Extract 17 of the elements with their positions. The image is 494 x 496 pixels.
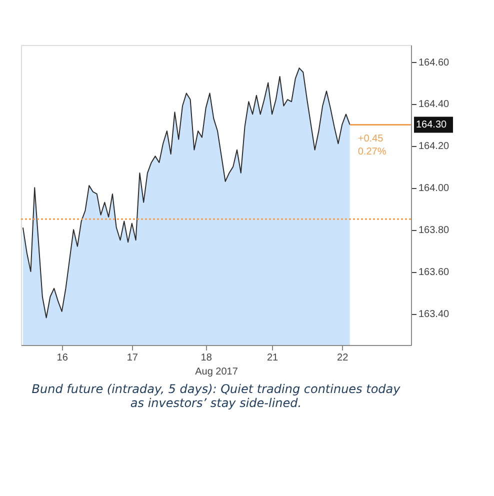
y-tick-label: 163.80 [418,225,450,236]
y-tick-label: 163.40 [418,309,450,320]
text: Bund future (intraday, 5 days): Quiet trading continues today as investors’ stay side-lined. [32,382,402,410]
text: +0.45 [358,134,384,145]
ref-line-label: 164.30 [416,120,448,131]
y-tick-label: 164.20 [418,141,450,152]
x-tick-label: 17 [126,352,138,364]
x-tick-label: 21 [266,352,279,364]
x-tick-label: 16 [56,352,68,364]
y-tick-label: 164.00 [418,183,450,194]
x-tick-label: 18 [200,352,212,364]
y-tick-label: 164.40 [418,99,450,110]
x-tick-label: 22 [337,352,349,364]
x-axis-title: Aug 2017 [195,366,238,378]
text: 0.27% [358,146,386,158]
y-tick-label: 163.60 [418,267,450,278]
y-tick-label: 164.60 [418,57,450,68]
